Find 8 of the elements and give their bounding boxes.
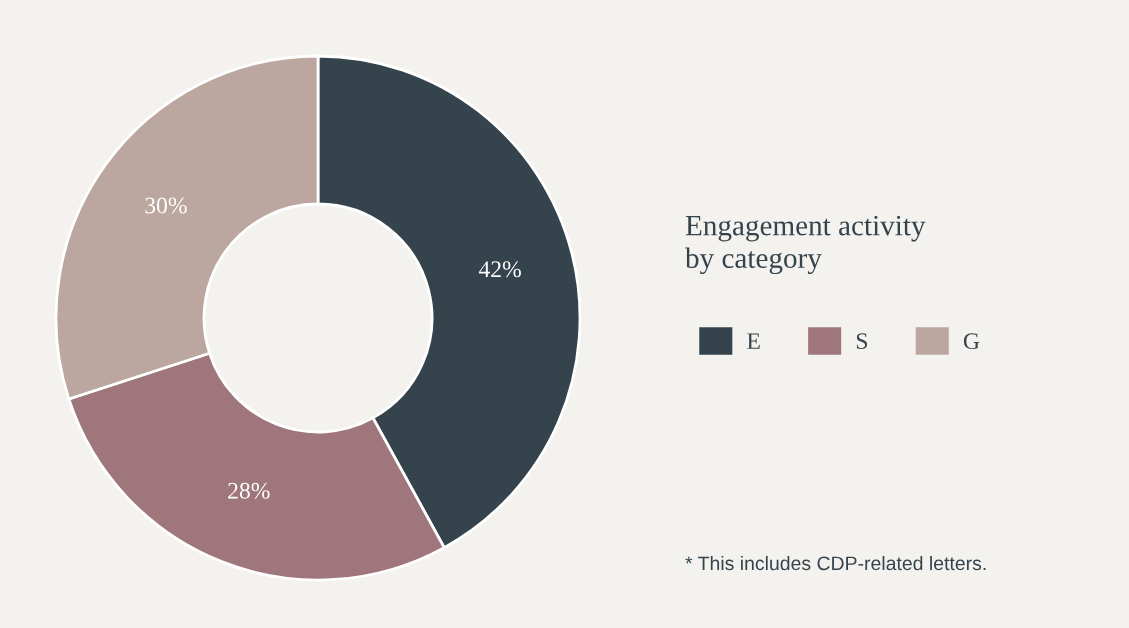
data-label: 30% xyxy=(145,197,187,214)
legend-label: S xyxy=(856,333,868,350)
data-label: 42% xyxy=(478,261,521,278)
legend-label: G xyxy=(963,333,980,350)
text: * This includes CDP-related letters. xyxy=(685,555,986,571)
legend-label: E xyxy=(747,333,760,349)
data-label: 28% xyxy=(228,482,270,499)
text: Engagement activity by category xyxy=(685,215,926,275)
